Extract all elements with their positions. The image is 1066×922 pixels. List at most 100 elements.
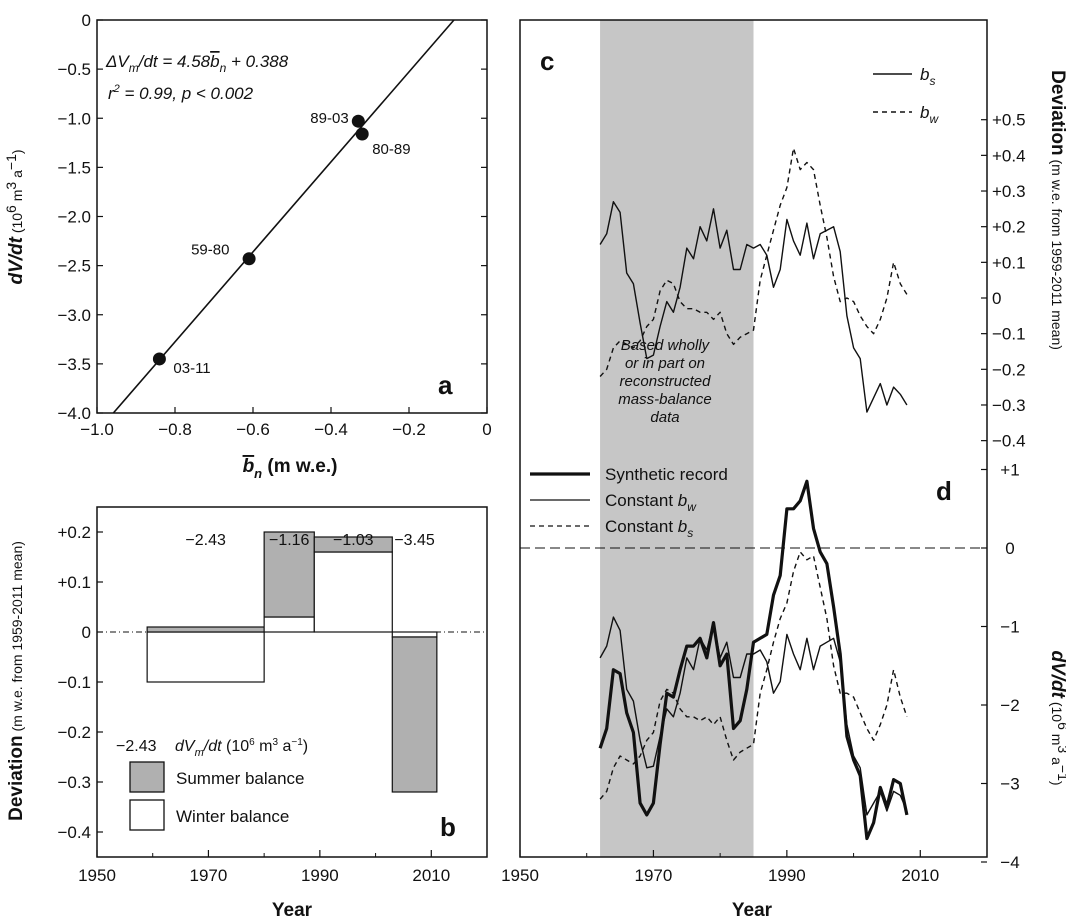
reconstructed-period-shading xyxy=(600,20,754,857)
panel-b-letter: b xyxy=(440,812,456,842)
legend-summer-label: Summer balance xyxy=(176,769,305,788)
shaded-note-line: or in part on xyxy=(625,355,705,372)
legend-winter-label: Winter balance xyxy=(176,807,289,826)
panel-a-x-tick-label: −0.8 xyxy=(158,420,192,439)
winter-balance-bar xyxy=(263,616,315,633)
panel-a-y-tick-label: −2.0 xyxy=(57,208,91,227)
panel-d-y-tick-label: −4 xyxy=(1000,853,1019,872)
panel-a-frame xyxy=(96,19,488,414)
scatter-point-label: 89-03 xyxy=(310,110,348,127)
panel-c-y-tick-label: −0.1 xyxy=(992,325,1026,344)
dvdt-period-label: −1.16 xyxy=(269,532,310,549)
panel-d-xlabel: Year xyxy=(732,900,773,921)
panel-d-letter: d xyxy=(936,476,952,506)
scatter-point-label: 03-11 xyxy=(173,360,210,377)
shaded-note: Based wholly or in part on reconstructed… xyxy=(618,337,711,426)
series-line-synthetic-record xyxy=(598,479,909,841)
panel-d-x-tick-label: 1990 xyxy=(768,866,806,885)
panel-d-y-tick-label: 0 xyxy=(1005,539,1014,558)
panel-a-x-tick-label: −0.2 xyxy=(392,420,426,439)
summer-balance-bar xyxy=(146,626,265,633)
panel-c-ylabel: Deviation (m w.e. from 1959-2011 mean) xyxy=(1047,70,1066,350)
panel-c-lines: +0.5 +0.4 +0.3 +0.2 +0.1 0 −0.1 −0.2 −0.3 −0.4 xyxy=(599,111,1026,451)
panel-a-y-tick-label: −0.5 xyxy=(57,60,91,79)
panel-d-y-tick-label: +1 xyxy=(1000,461,1019,480)
panel-b-x-tick-label: 1970 xyxy=(190,866,228,885)
panel-c-y-tick-label: −0.2 xyxy=(992,360,1026,379)
panel-b-x-tick-label: 1990 xyxy=(301,866,339,885)
panel-c-y-tick-label: 0 xyxy=(992,289,1001,308)
panel-b-y-tick-label: −0.1 xyxy=(57,673,91,692)
panel-b-y-tick-label: −0.2 xyxy=(57,723,91,742)
dvdt-period-label: −2.43 xyxy=(185,532,226,549)
summer-balance-bar xyxy=(313,536,393,553)
dvdt-period-label: −1.03 xyxy=(333,532,374,549)
panel-b-x-tick-label: 2010 xyxy=(412,866,450,885)
panel-c-y-tick-label: +0.5 xyxy=(992,111,1026,130)
scatter-point xyxy=(152,352,166,366)
panel-b-y-tick-label: +0.2 xyxy=(57,523,91,542)
panel-a-y-tick-label: −3.5 xyxy=(57,355,91,374)
legend-bs-label: bs xyxy=(920,65,935,88)
panel-b-y-tick-label: −0.4 xyxy=(57,823,91,842)
panel-b-legend-value: −2.43 xyxy=(116,738,157,755)
legend-synthetic-label: Synthetic record xyxy=(605,465,728,484)
panel-d-y-tick-label: −2 xyxy=(1000,696,1019,715)
panel-a-letter: a xyxy=(438,370,453,400)
panel-b-y-tick-label: −0.3 xyxy=(57,773,91,792)
panel-cd-frame xyxy=(519,19,988,858)
shaded-note-line: mass-balance xyxy=(618,391,711,408)
scatter-point xyxy=(355,127,369,141)
panel-a-ylabel: dV/dt (106 m3 a−1) xyxy=(3,149,27,284)
legend-winter-swatch xyxy=(129,799,165,831)
dvdt-period-label: −3.45 xyxy=(394,532,435,549)
panel-c-y-tick-label: −0.3 xyxy=(992,396,1026,415)
panel-c-y-tick-label: +0.4 xyxy=(992,146,1026,165)
scatter-point-label: 59-80 xyxy=(191,242,229,259)
panel-d-y-tick-label: −1 xyxy=(1000,618,1019,637)
legend-bw-label: bw xyxy=(920,103,939,126)
panel-a-y-tick-label: −1.0 xyxy=(57,109,91,128)
legend-summer-swatch xyxy=(129,761,165,793)
series-line-bs xyxy=(599,200,908,413)
panel-d-ylabel: dV/dt (106 m3 a−1) xyxy=(1047,650,1066,785)
panel-a-equation: ΔVm/dt = 4.58bn + 0.388 xyxy=(105,52,289,75)
panel-a-x-tick-label: −1.0 xyxy=(80,420,114,439)
panel-a-y-tick-label: 0 xyxy=(82,11,91,30)
panel-b-frame xyxy=(96,506,488,858)
panel-b-bars: 1950 1970 1990 2010 −0.4 −0.3 −0.2 −0.1 0 +0.1 +0.… xyxy=(57,523,487,885)
panel-b-legend-title: dVm/dt (106 m3 a−1) xyxy=(175,737,308,759)
winter-balance-bar xyxy=(146,631,265,683)
panel-a-y-tick-label: −1.5 xyxy=(57,158,91,177)
panel-a-x-tick-label: 0 xyxy=(482,420,491,439)
panel-a-y-tick-label: −4.0 xyxy=(57,404,91,423)
panel-a-y-tick-label: −2.5 xyxy=(57,257,91,276)
panel-d-x-tick-label: 2010 xyxy=(901,866,939,885)
panel-d-x-tick-label: 1970 xyxy=(635,866,673,885)
summer-balance-bar xyxy=(263,531,315,618)
scatter-point xyxy=(242,252,256,266)
legend-const-bw-label: Constant bw xyxy=(605,491,697,514)
panel-a-x-tick-label: −0.4 xyxy=(314,420,348,439)
reconstructed-period-shading-layer xyxy=(600,20,754,857)
panel-c-y-tick-label: +0.3 xyxy=(992,182,1026,201)
shaded-note-line: data xyxy=(650,409,679,426)
panel-b-ylabel: Deviation (m w.e. from 1959-2011 mean) xyxy=(6,541,27,821)
legend-const-bs-label: Constant bs xyxy=(605,517,693,540)
panel-a-y-tick-label: −3.0 xyxy=(57,306,91,325)
series-line-constant-bw xyxy=(599,616,908,816)
scatter-point xyxy=(351,114,365,128)
shaded-note-line: reconstructed xyxy=(620,373,712,390)
regression-line xyxy=(112,19,455,414)
panel-b-x-tick-label: 1950 xyxy=(78,866,116,885)
summer-balance-bar xyxy=(391,636,438,793)
panel-d-y-tick-label: −3 xyxy=(1000,775,1019,794)
panel-a-stats: r2 = 0.99, p < 0.002 xyxy=(108,83,254,103)
panel-c-y-tick-label: −0.4 xyxy=(992,432,1026,451)
panel-d-x-tick-label: 1950 xyxy=(501,866,539,885)
panel-b-y-tick-label: +0.1 xyxy=(57,573,91,592)
panel-b-xlabel: Year xyxy=(272,900,313,921)
winter-balance-bar xyxy=(391,631,438,638)
panel-a-scatter: −1.0 −0.8 −0.6 −0.4 −0.2 0 −4.0 −3.5 −3.0 −2.5 −2.… xyxy=(57,11,491,439)
